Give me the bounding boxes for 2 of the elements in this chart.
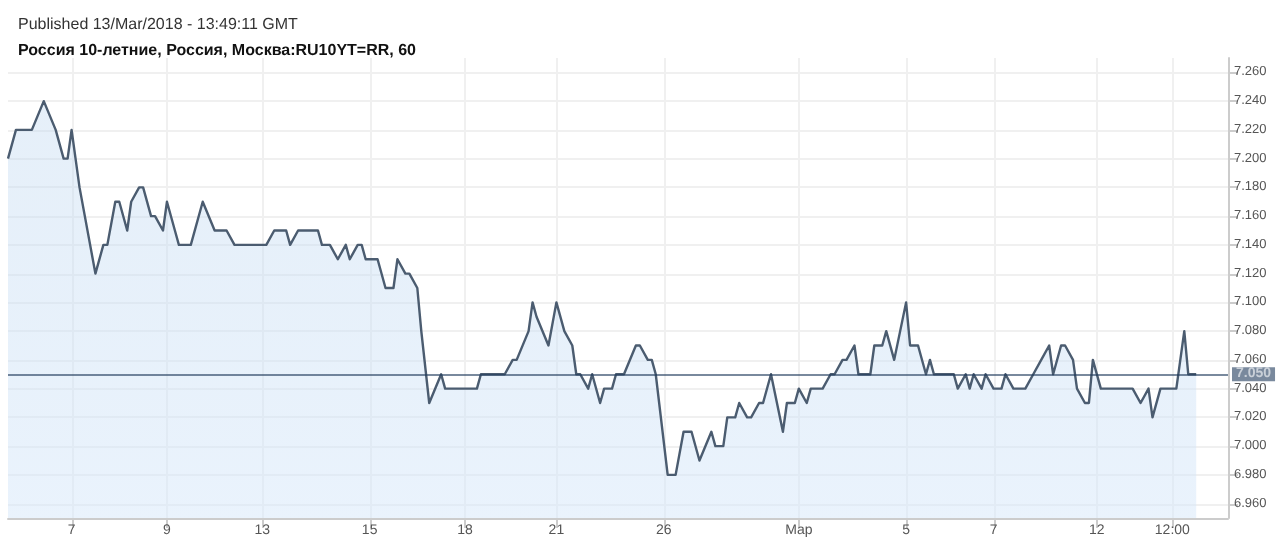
chart-title: Россия 10-летние, Россия, Москва:RU10YT=RR, 60 [18, 41, 418, 59]
text: Published 13/Mar/2018 - 13:49:11 GMT [18, 15, 299, 33]
